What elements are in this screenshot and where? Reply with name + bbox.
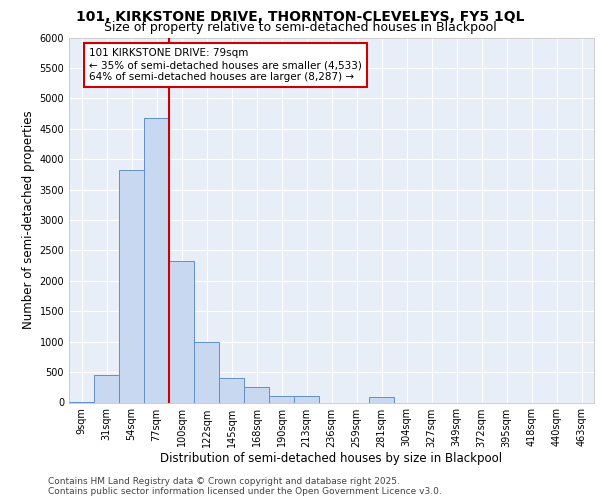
Bar: [119, 170, 144, 402]
Text: Size of property relative to semi-detached houses in Blackpool: Size of property relative to semi-detach…: [104, 22, 496, 35]
Text: 101, KIRKSTONE DRIVE, THORNTON-CLEVELEYS, FY5 1QL: 101, KIRKSTONE DRIVE, THORNTON-CLEVELEYS…: [76, 10, 524, 24]
Y-axis label: Number of semi-detached properties: Number of semi-detached properties: [22, 110, 35, 330]
Text: 101 KIRKSTONE DRIVE: 79sqm
← 35% of semi-detached houses are smaller (4,533)
64%: 101 KIRKSTONE DRIVE: 79sqm ← 35% of semi…: [89, 48, 362, 82]
Bar: [169, 262, 194, 402]
Bar: [94, 375, 119, 402]
Bar: [269, 396, 294, 402]
Bar: [219, 378, 244, 402]
Text: Contains HM Land Registry data © Crown copyright and database right 2025.
Contai: Contains HM Land Registry data © Crown c…: [48, 476, 442, 496]
Bar: [294, 396, 319, 402]
Bar: [194, 342, 219, 402]
Bar: [369, 397, 394, 402]
Bar: [244, 388, 269, 402]
X-axis label: Distribution of semi-detached houses by size in Blackpool: Distribution of semi-detached houses by …: [160, 452, 503, 466]
Bar: [144, 118, 169, 403]
